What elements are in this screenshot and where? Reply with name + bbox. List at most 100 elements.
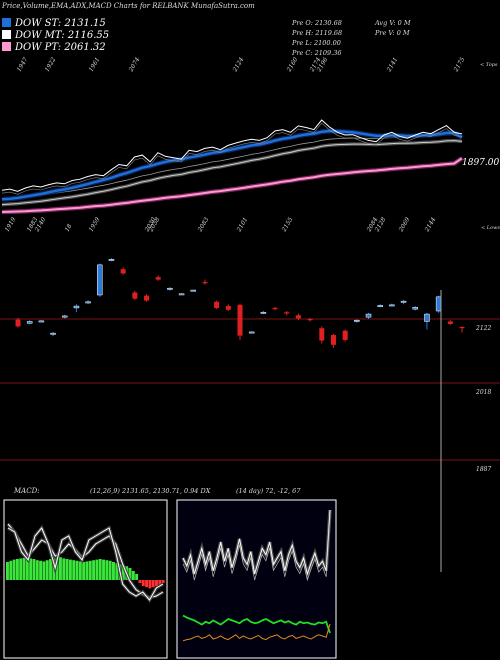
candle-body [108, 259, 115, 261]
ema-legend-mt: DOW MT: 2116.55 [0, 30, 109, 41]
candle-body [61, 315, 68, 318]
candle-body [50, 332, 56, 335]
macd-histogram-bar [95, 559, 99, 580]
ohlc-low: Pre L: 2100.00 [292, 39, 341, 47]
macd-histogram-bar [108, 560, 112, 580]
macd-histogram-bar [105, 560, 109, 580]
adx-line [182, 509, 331, 576]
candle-body [225, 306, 231, 310]
ema-legend-pt: DOW PT: 2061.32 [0, 42, 106, 53]
candle-body [38, 320, 45, 323]
candle-body [365, 313, 372, 318]
ema-mt-line [1, 140, 463, 206]
candle-body [237, 304, 243, 336]
macd-line [7, 527, 164, 601]
ema-bottom-label: 18 [64, 223, 74, 233]
ema-top-label: 1961 [88, 56, 102, 73]
macd-histogram-bar [25, 557, 29, 580]
macd-histogram-bar [121, 565, 125, 580]
plus-di-line [182, 614, 331, 634]
pre-volume: Pre V: 0 M [375, 29, 410, 37]
candle-body [190, 289, 197, 292]
macd-histogram-bar [128, 568, 132, 580]
ema-pt-line [1, 157, 463, 213]
macd-histogram-bar [12, 559, 16, 580]
candle-body [459, 327, 465, 329]
macd-histogram-bar [9, 560, 13, 580]
ema-top-label: 2141 [385, 56, 399, 74]
macd-histogram-bar [102, 559, 105, 580]
ema-st-line [1, 129, 463, 201]
macd-histogram-bar [161, 580, 165, 583]
macd-histogram-bar [158, 580, 162, 585]
macd-histogram-bar [98, 559, 102, 580]
tops-label: < Tops [480, 62, 498, 68]
macd-label: MACD: [13, 487, 40, 495]
macd-histogram-bar [32, 559, 36, 580]
macd-histogram-bar [55, 557, 59, 580]
ohlc-high: Pre H: 2119.68 [292, 29, 343, 37]
macd-histogram-bar [62, 558, 66, 580]
candle-body [284, 312, 290, 314]
ema-bottom-label: 1959 [88, 216, 102, 233]
candle-body [155, 277, 161, 280]
ema-st-swatch [2, 18, 11, 27]
avg-volume: Avg V: 0 M [375, 19, 411, 27]
macd-histogram-bar [135, 574, 139, 580]
ema-top-label: 2124 [231, 56, 245, 74]
macd-histogram-bar [45, 560, 49, 580]
lows-label: < Lows [481, 225, 500, 231]
candle-body [272, 307, 278, 310]
price-level-label: 2018 [475, 389, 491, 396]
macd-histogram-bar [75, 560, 79, 580]
candle-body [295, 315, 301, 319]
candle-body [412, 307, 419, 310]
adx-line-inner [182, 515, 331, 582]
candle-body [144, 295, 150, 301]
price-level-label: 1887 [476, 466, 491, 473]
price-line [1, 119, 463, 192]
macd-histogram-bar [112, 562, 115, 580]
candle-body [400, 300, 407, 303]
macd-histogram-bar [39, 560, 43, 580]
ema-st-label: DOW ST: 2131.15 [15, 18, 106, 29]
macd-histogram-bar [131, 571, 135, 580]
candle-body [120, 269, 126, 274]
macd-histogram-bar [141, 580, 145, 586]
macd-histogram-bar [145, 580, 149, 588]
macd-histogram-bar [115, 563, 119, 580]
ema-top-label: 2175 [452, 56, 466, 74]
ohlc-open: Pre O: 2130.68 [292, 19, 342, 27]
candle-body [26, 321, 33, 324]
macd-histogram-bar [138, 580, 142, 583]
candle-body [377, 305, 383, 307]
candle-body [132, 292, 138, 299]
candle-body [260, 311, 267, 314]
ema-bottom-label: 1919 [4, 216, 18, 233]
ema-top-label: 1947 [16, 56, 30, 73]
candle-body [319, 328, 325, 341]
macd-histogram-bar [148, 580, 152, 589]
ema-bottom-label: 2155 [280, 216, 294, 234]
macd-histogram-bar [78, 561, 82, 580]
macd-histogram-bar [151, 580, 155, 588]
candle-body [248, 331, 255, 334]
ema-bottom-label: 2101 [235, 216, 249, 234]
ema-mt-swatch [2, 30, 11, 39]
macd-histogram-bar [72, 560, 76, 580]
candle-body [435, 296, 442, 312]
candle-body [15, 319, 21, 327]
adx-values: (14 day) 72, -12, 67 [236, 487, 301, 495]
ema-value-label: 1897.00 [462, 158, 499, 168]
macd-histogram-bar [49, 559, 52, 580]
candle-body [85, 301, 91, 304]
macd-histogram-bar [155, 580, 158, 586]
candle-body [389, 304, 395, 307]
candle-body [354, 319, 360, 322]
adx-frame [176, 499, 337, 659]
ema-bottom-label: 2144 [423, 216, 437, 234]
ema-top-label: 2074 [127, 56, 141, 74]
ema-top-label: 1922 [44, 56, 58, 73]
